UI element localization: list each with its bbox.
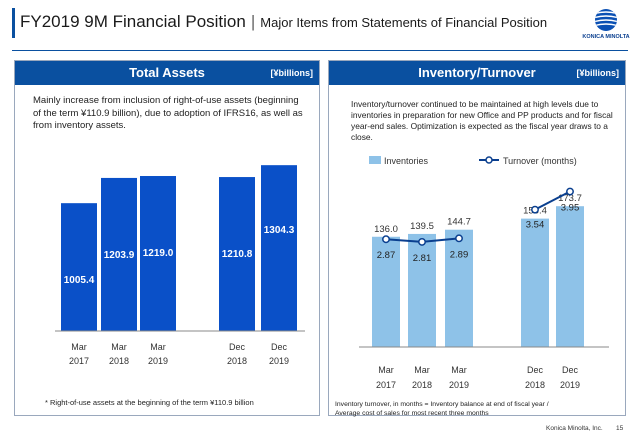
- total-assets-chart: 1005.4 Mar 2017 1203.9 Mar 2018 1219.0 Mar 2019 1…: [55, 165, 305, 366]
- logo-globe-icon: [595, 9, 617, 31]
- title-accent-bar: [12, 8, 15, 38]
- asset-value-label: 1005.4: [64, 275, 95, 286]
- legend-inventories-label: Inventories: [384, 156, 429, 166]
- x-tick-label: Mar: [71, 342, 87, 352]
- total-assets-unit: [¥billions]: [270, 68, 314, 78]
- legend-turnover-marker: [485, 156, 493, 164]
- turnover-value-label: 3.54: [526, 220, 545, 231]
- asset-value-label: 1203.9: [104, 250, 135, 261]
- x-tick-label: Mar: [414, 365, 430, 375]
- inventory-footnote-line1: Inventory turnover, in months = Inventor…: [335, 401, 549, 408]
- logo-text: KONICA MINOLTA: [582, 34, 630, 40]
- turnover-point: [382, 235, 390, 244]
- inventory-bar: [521, 218, 549, 347]
- inventory-footnote: Inventory turnover, in months = Inventor…: [335, 400, 549, 418]
- inventory-bar: [556, 206, 584, 347]
- x-tick-label: 2018: [109, 356, 129, 366]
- x-tick-label: 2018: [412, 380, 432, 390]
- total-assets-title: Total Assets: [129, 65, 205, 80]
- turnover-line: [534, 190, 571, 211]
- x-tick-label: Mar: [111, 342, 127, 352]
- inventory-chart: Inventories Turnover (months) 136.0 Mar 2017…: [359, 156, 609, 390]
- x-tick-label: 2017: [69, 356, 89, 366]
- title-separator: |: [250, 12, 256, 31]
- header: FY2019 9M Financial Position | Major Items…: [0, 0, 640, 52]
- legend-turnover-label: Turnover (months): [503, 156, 577, 166]
- inventory-description: Inventory/turnover continued to be maint…: [351, 99, 613, 142]
- turnover-point: [418, 237, 426, 246]
- inventory-bar: [408, 233, 436, 347]
- x-tick-label: 2018: [525, 380, 545, 390]
- turnover-point: [531, 205, 539, 214]
- inventory-header: Inventory/Turnover [¥billions]: [329, 61, 625, 85]
- inventory-value-label: 136.0: [374, 224, 398, 235]
- x-tick-label: 2018: [227, 356, 247, 366]
- main-title: FY2019 9M Financial Position: [20, 12, 246, 31]
- legend-inventories-swatch: [369, 156, 381, 164]
- x-tick-label: Mar: [150, 342, 166, 352]
- inventory-bar: [445, 229, 473, 347]
- inventory-bar: [372, 236, 400, 347]
- turnover-point: [566, 187, 574, 196]
- inventory-value-label: 139.5: [410, 221, 434, 232]
- x-tick-label: 2019: [560, 380, 580, 390]
- inventory-panel: Inventory/Turnover [¥billions] Inventory…: [328, 60, 626, 418]
- page-number: 15: [616, 425, 624, 432]
- asset-bar: [61, 203, 97, 331]
- x-tick-label: 2017: [376, 380, 396, 390]
- asset-bar: [140, 176, 176, 331]
- asset-value-label: 1210.8: [222, 249, 253, 260]
- x-tick-label: Mar: [451, 365, 467, 375]
- inventory-value-label: 144.7: [447, 217, 471, 228]
- total-assets-panel: Total Assets [¥billions] Mainly increase…: [14, 60, 320, 416]
- asset-bar: [101, 177, 137, 331]
- x-tick-label: Mar: [378, 365, 394, 375]
- turnover-value-label: 3.95: [561, 203, 580, 214]
- total-assets-description: Mainly increase from inclusion of right-…: [33, 95, 303, 131]
- turnover-value-label: 2.89: [450, 249, 469, 260]
- x-tick-label: Dec: [229, 342, 246, 352]
- total-assets-header: Total Assets [¥billions]: [15, 61, 319, 85]
- page-title: FY2019 9M Financial Position | Major Items…: [20, 12, 547, 32]
- inventory-title: Inventory/Turnover: [418, 65, 536, 80]
- header-rule: [12, 50, 628, 51]
- inventory-unit: [¥billions]: [576, 68, 620, 78]
- x-tick-label: Dec: [562, 365, 579, 375]
- inventory-value-label: 173.7: [558, 193, 582, 204]
- footer-company: Konica Minolta, Inc.: [546, 425, 603, 432]
- inventory-footnote-line2: Average cost of sales for most recent th…: [335, 410, 489, 417]
- page-subtitle: Major Items from Statements of Financial…: [260, 15, 548, 30]
- asset-value-label: 1219.0: [143, 248, 174, 259]
- asset-bar: [219, 177, 255, 331]
- x-tick-label: 2019: [449, 380, 469, 390]
- turnover-point: [455, 234, 463, 243]
- turnover-value-label: 2.81: [413, 253, 432, 264]
- x-tick-label: Dec: [271, 342, 288, 352]
- company-logo: KONICA MINOLTA: [578, 8, 634, 48]
- x-tick-label: 2019: [269, 356, 289, 366]
- total-assets-footnote: * Right-of-use assets at the beginning o…: [45, 398, 254, 407]
- asset-value-label: 1304.3: [264, 225, 295, 236]
- x-tick-label: Dec: [527, 365, 544, 375]
- turnover-value-label: 2.87: [377, 250, 396, 261]
- asset-bar: [261, 165, 297, 331]
- x-tick-label: 2019: [148, 356, 168, 366]
